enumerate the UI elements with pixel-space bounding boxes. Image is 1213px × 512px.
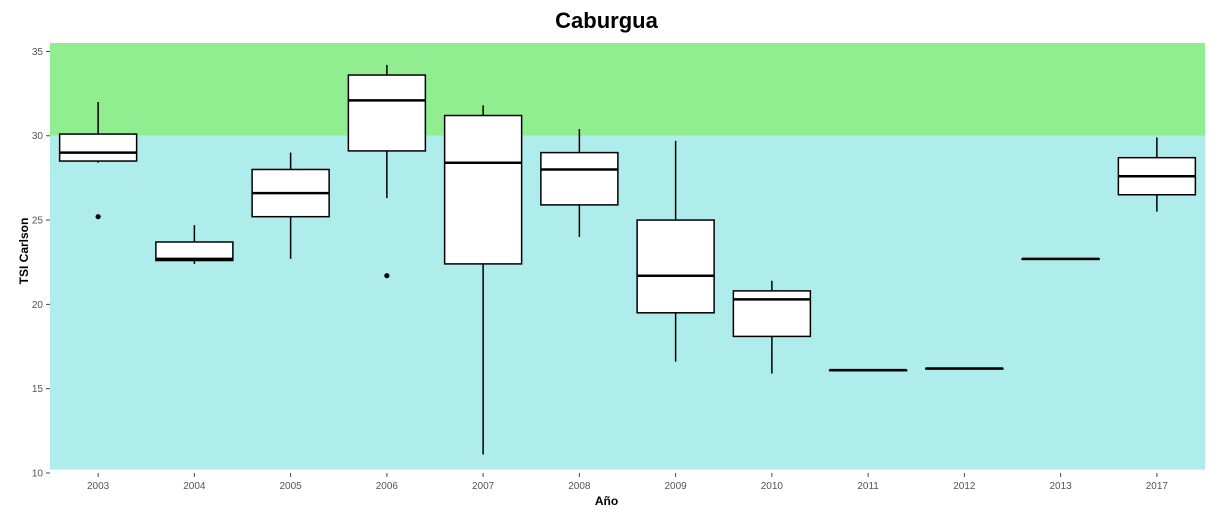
box-2003-iqr-box bbox=[58, 133, 138, 162]
x-tick-label: 2012 bbox=[953, 481, 976, 492]
y-tick-label: 20 bbox=[32, 300, 44, 311]
box-2010-iqr-box bbox=[732, 290, 812, 338]
background-band-1 bbox=[50, 43, 1205, 136]
x-tick-label: 2011 bbox=[857, 481, 879, 492]
x-tick-label: 2017 bbox=[1146, 481, 1169, 492]
box-2006-outlier-point bbox=[384, 273, 390, 279]
background-band-0 bbox=[50, 135, 1205, 470]
box-2007-iqr-box bbox=[443, 114, 523, 265]
box-2004-iqr-box bbox=[155, 241, 234, 262]
x-tick-label: 2004 bbox=[183, 481, 206, 492]
box-2009-iqr-box bbox=[636, 219, 715, 314]
chart-title: Caburgua bbox=[555, 8, 658, 33]
x-tick-label: 2008 bbox=[568, 481, 591, 492]
x-tick-label: 2013 bbox=[1050, 481, 1073, 492]
x-tick-label: 2006 bbox=[376, 481, 399, 492]
x-axis-label: Año bbox=[594, 494, 619, 508]
x-tick-label: 2005 bbox=[280, 481, 303, 492]
box-2003-outlier-point bbox=[95, 214, 101, 220]
box-2006-iqr-box bbox=[347, 74, 427, 152]
x-tick-label: 2009 bbox=[665, 481, 688, 492]
y-tick-label: 10 bbox=[32, 469, 44, 480]
y-tick-label: 35 bbox=[32, 47, 44, 58]
y-tick-label: 15 bbox=[32, 384, 44, 395]
x-tick-label: 2007 bbox=[472, 481, 495, 492]
x-tick-label: 2003 bbox=[87, 481, 110, 492]
x-tick-label: 2010 bbox=[761, 481, 784, 492]
y-tick-label: 30 bbox=[32, 131, 44, 142]
box-2008-iqr-box bbox=[540, 151, 619, 206]
y-tick-label: 25 bbox=[32, 216, 44, 227]
